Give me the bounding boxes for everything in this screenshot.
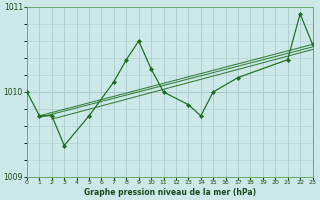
X-axis label: Graphe pression niveau de la mer (hPa): Graphe pression niveau de la mer (hPa) <box>84 188 256 197</box>
